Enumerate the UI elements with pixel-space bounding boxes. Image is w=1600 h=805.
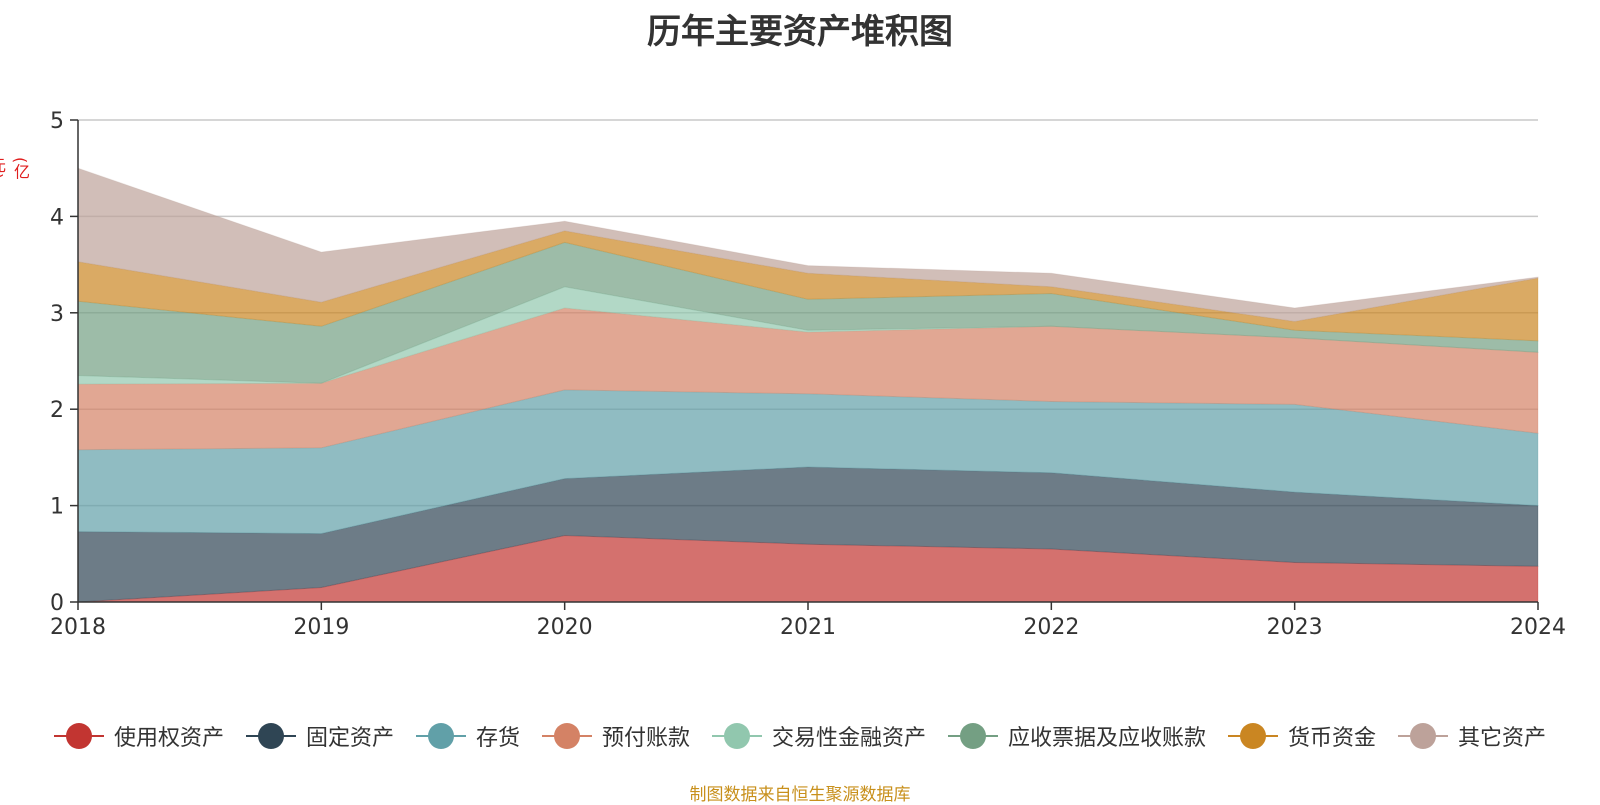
legend-marker — [948, 723, 999, 749]
legend-item[interactable]: 其它资产 — [1398, 720, 1546, 752]
x-tick-label: 2022 — [1023, 615, 1079, 640]
x-tick-label: 2018 — [50, 615, 106, 640]
axes — [70, 119, 1539, 610]
legend-item[interactable]: 货币资金 — [1228, 720, 1376, 752]
legend-item[interactable]: 存货 — [415, 720, 520, 752]
legend-label: 存货 — [475, 726, 520, 751]
legend-dot — [427, 723, 454, 749]
chart-title: 历年主要资产堆积图 — [647, 12, 953, 52]
x-tick-label: 2020 — [537, 615, 593, 640]
legend-dot — [960, 723, 987, 749]
legend-marker — [415, 723, 466, 749]
legend-item[interactable]: 固定资产 — [245, 720, 394, 752]
legend-item[interactable]: 使用权资产 — [53, 720, 224, 752]
y-tick-label: 4 — [50, 205, 64, 230]
legend-item[interactable]: 预付账款 — [541, 720, 690, 752]
area-货币资金 — [77, 230, 1539, 342]
legend-marker — [245, 723, 296, 749]
legend: 使用权资产 固定资产 存货 预付账款 交易性金融资产 应收票据及应收账款 货币资金 其它资产 — [0, 716, 1600, 756]
legend-item[interactable]: 交易性金融资产 — [712, 720, 926, 752]
area-存货 — [77, 389, 1539, 535]
x-tick-label: 2019 — [293, 615, 349, 640]
legend-marker — [1398, 723, 1449, 749]
legend-label: 预付账款 — [601, 726, 690, 751]
legend-dot — [65, 723, 92, 749]
legend-marker — [53, 723, 104, 749]
legend-dot — [257, 723, 284, 749]
legend-label: 应收票据及应收账款 — [1008, 726, 1207, 751]
legend-marker — [541, 723, 592, 749]
y-tick-label: 0 — [50, 591, 64, 616]
stacked-area-chart: 0 1 2 3 4 5 2018 2019 2020 2021 2022 2023 2024 — [50, 109, 1566, 640]
area-其它资产 — [77, 167, 1539, 323]
legend-dot — [1240, 723, 1267, 749]
area-应收票据及应收账款 — [77, 241, 1539, 384]
x-tick-label: 2023 — [1267, 615, 1323, 640]
y-tick-label: 5 — [50, 109, 64, 134]
legend-dot — [724, 723, 750, 749]
legend-label: 交易性金融资产 — [772, 726, 927, 751]
legend-label: 其它资产 — [1458, 726, 1547, 751]
y-tick-label: 1 — [50, 495, 64, 520]
legend-dot — [553, 723, 580, 749]
legend-item[interactable]: 应收票据及应收账款 — [948, 720, 1206, 752]
source-note: 制图数据来自恒生聚源数据库 — [689, 785, 911, 805]
tick-labels: 0 1 2 3 4 5 2018 2019 2020 2021 2022 2023 2024 — [50, 109, 1566, 640]
legend-label: 货币资金 — [1288, 726, 1377, 751]
x-tick-label: 2021 — [780, 615, 836, 640]
legend-marker — [712, 723, 762, 749]
legend-marker — [1228, 723, 1279, 749]
area-series — [77, 167, 1539, 603]
y-tick-label: 3 — [50, 302, 64, 327]
legend-dot — [1410, 723, 1437, 749]
y-axis-unit-label: (亿元) — [0, 156, 30, 180]
y-tick-label: 2 — [50, 398, 64, 423]
x-tick-label: 2024 — [1510, 615, 1566, 640]
legend-label: 使用权资产 — [113, 726, 224, 751]
legend-label: 固定资产 — [305, 726, 394, 751]
